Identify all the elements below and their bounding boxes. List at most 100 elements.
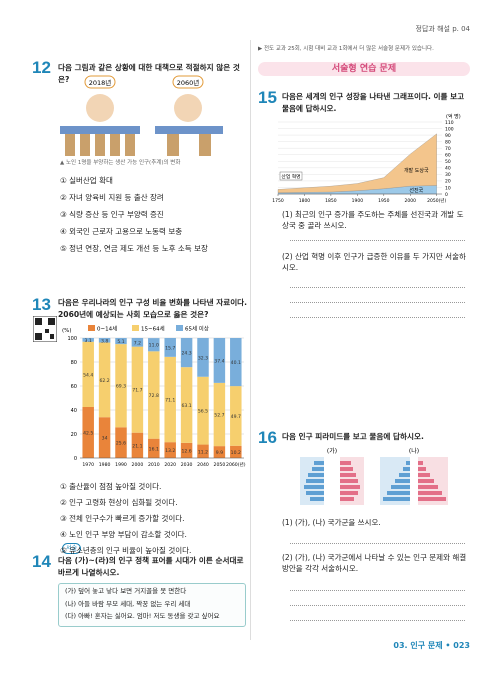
x-tick-label: 1900 <box>352 198 364 204</box>
y-tick-label: 100 <box>67 336 77 342</box>
x-tick-label: 2010 <box>148 462 160 468</box>
bar-segment <box>164 338 176 357</box>
y-tick-label: 40 <box>71 408 77 414</box>
bar-segment <box>164 356 176 443</box>
y-tick-label: 60 <box>71 384 77 390</box>
answer-line <box>290 317 465 318</box>
annotation-box <box>279 171 303 181</box>
slogan: (나) 아들 바람 부모 세대, 짝꿍 없는 우리 세대 <box>65 599 191 608</box>
bar-segment <box>131 432 144 458</box>
value-label: 13.2 <box>165 448 175 454</box>
bar-segment <box>82 407 94 458</box>
year-label: 2018년 <box>89 78 112 87</box>
option: ① 실버산업 확대 <box>60 176 113 185</box>
option: ② 자녀 양육비 지원 등 출산 장려 <box>60 193 164 202</box>
answer-ref: 정답과 해설 p. 04 <box>415 25 470 33</box>
value-label: 52.7 <box>214 413 224 419</box>
value-label: 42.5 <box>83 431 93 437</box>
answer-line <box>290 620 465 621</box>
bar-segment <box>213 338 226 383</box>
q-text: 다음 그림과 같은 상황에 대한 대책으로 적절하지 않은 것은? <box>58 63 240 85</box>
y-tick-label: 20 <box>445 179 451 185</box>
series-label: 선진국 <box>409 187 423 194</box>
bar-segment <box>197 376 209 445</box>
badge: 서술 <box>62 543 82 554</box>
legend-label: 15~64세 <box>141 325 165 333</box>
y-tick-label: 20 <box>71 432 77 438</box>
answer-line <box>290 590 465 591</box>
slogan: (다) 아빠! 혼자는 싫어요. 엄마! 저도 동생을 갖고 싶어요 <box>65 612 220 620</box>
legend-label: 65세 이상 <box>185 325 209 333</box>
illustration: 2018년 2060년 <box>60 75 223 156</box>
series-label: 개발 도상국 <box>404 167 429 174</box>
y-tick-label: 100 <box>445 126 454 132</box>
value-label: 49.7 <box>231 414 241 420</box>
banner-title: 서술형 연습 문제 <box>331 64 397 74</box>
sub-question: (1) 최근의 인구 증가를 주도하는 주체를 선진국과 개발 도상국 중 골라… <box>282 210 464 230</box>
value-label: 71.7 <box>132 388 142 394</box>
x-tick-label: 1970 <box>82 462 94 468</box>
option: ⑤ 정년 연장, 연금 제도 개선 등 노후 소득 보장 <box>60 244 208 253</box>
x-tick-label: 2040 <box>197 462 209 468</box>
bar-segment <box>98 417 111 458</box>
x-tick-label: 1850 <box>325 198 337 204</box>
pyramid-a <box>300 457 364 505</box>
divider <box>250 40 251 640</box>
q-number: 13 <box>32 295 51 314</box>
answer-line <box>290 302 465 303</box>
slogan: (가) 덮어 놓고 낳다 보면 거지꼴을 못 면한다 <box>65 587 187 595</box>
x-tick-label: 2060(년) <box>226 461 246 468</box>
value-label: 24.3 <box>181 351 191 357</box>
bar-segment <box>82 338 94 342</box>
y-tick-label: 90 <box>445 133 451 139</box>
value-label: 11.0 <box>149 343 159 349</box>
q-number: 16 <box>258 428 277 447</box>
pyramids: (가) (나) <box>300 447 448 505</box>
value-label: 9.9 <box>216 450 223 456</box>
option: ① 출산율이 점점 높아질 것이다. <box>60 482 162 491</box>
bar-segment <box>180 442 193 458</box>
bar-segment <box>148 438 160 458</box>
value-label: 34 <box>102 436 108 442</box>
q-text: 다음은 세계의 인구 성장을 나타낸 그래프이다. 이를 보고 물음에 답하시오… <box>282 92 465 114</box>
q-text: 다음 (가)~(라)의 인구 정책 표어를 시대가 이른 순서대로 바르게 나열… <box>58 556 244 578</box>
area <box>277 133 437 193</box>
x-tick-label: 2050(년) <box>427 197 446 204</box>
workers <box>65 134 211 156</box>
sub-question: (1) (가), (나) 국가군을 쓰시오. <box>282 518 381 527</box>
legend-swatch <box>132 325 139 331</box>
answer-line <box>290 287 465 288</box>
annotation: 산업 혁명 <box>281 173 300 180</box>
y-tick-label: 80 <box>71 360 77 366</box>
x-tick-label: 1980 <box>99 462 111 468</box>
q-number: 15 <box>258 88 277 107</box>
value-label: 37.4 <box>214 358 224 364</box>
value-label: 62.2 <box>99 378 109 384</box>
x-tick-label: 1950 <box>378 198 390 204</box>
bar-segment <box>131 346 144 433</box>
bar-segment <box>230 386 242 446</box>
bar-segment <box>115 344 127 428</box>
year-badge <box>172 75 204 89</box>
year-badge <box>84 75 116 89</box>
option: ④ 노인 인구 부양 부담이 감소할 것이다. <box>60 530 187 539</box>
elder <box>174 94 202 122</box>
legend-label: 0~14세 <box>97 325 117 333</box>
y-tick-label: 0 <box>74 456 77 462</box>
value-label: 11.2 <box>198 449 208 455</box>
option: ⑤ 유소년층의 인구 비율이 높아질 것이다. <box>60 546 192 555</box>
value-label: 63.1 <box>181 403 191 409</box>
bar-segment <box>230 338 242 387</box>
bar-segment <box>180 367 193 443</box>
elder <box>86 94 114 122</box>
y-tick-label: 80 <box>445 139 451 145</box>
q-text: 다음 인구 피라미드를 보고 물음에 답하시오. <box>282 432 424 441</box>
value-label: 72.8 <box>149 393 159 399</box>
option: ② 인구 고령화 현상이 심화될 것이다. <box>60 498 178 507</box>
value-label: 10.2 <box>231 450 241 456</box>
value-label: 25.6 <box>116 441 126 447</box>
value-label: 54.4 <box>83 372 93 378</box>
bar-segment <box>115 338 127 345</box>
q-number: 12 <box>32 58 51 77</box>
